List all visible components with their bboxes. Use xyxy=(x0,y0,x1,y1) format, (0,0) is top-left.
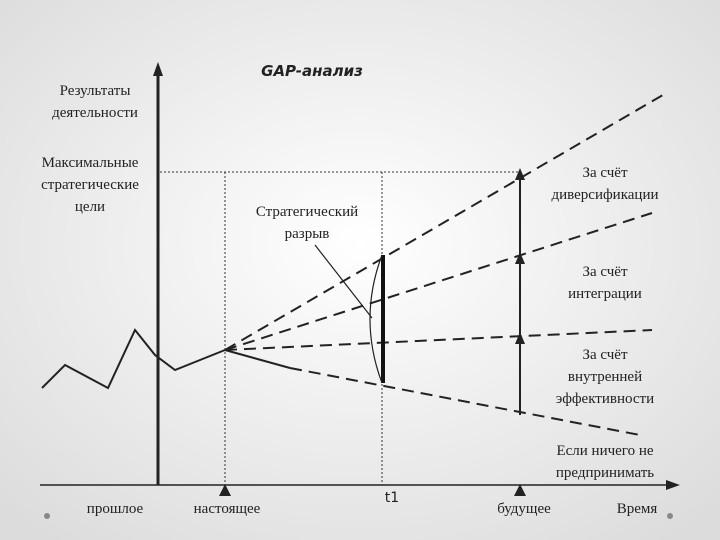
scenario-label: За счёт xyxy=(582,347,627,363)
title: GAP-анализ xyxy=(261,62,363,80)
past-trend xyxy=(41,328,226,390)
x-label: прошлое xyxy=(87,501,144,517)
x-label: настоящее xyxy=(194,501,261,517)
scenario-label: диверсификации xyxy=(551,187,658,203)
arrowhead xyxy=(515,168,525,180)
scenario-label: внутренней xyxy=(568,369,642,385)
scenario-label: интеграции xyxy=(568,286,642,302)
nothing-line xyxy=(289,367,641,436)
scenario-label: эффективности xyxy=(556,391,654,407)
gap-label: Стратегический xyxy=(256,204,358,220)
gap-brace xyxy=(369,254,383,384)
axes xyxy=(40,70,672,486)
x-axis-title: Время xyxy=(617,501,658,517)
gap-label: разрыв xyxy=(285,226,330,242)
x-label: будущее xyxy=(497,501,551,517)
y-arrow xyxy=(153,62,163,76)
scenario-label: За счёт xyxy=(582,264,627,280)
dot xyxy=(44,513,50,519)
arrowhead xyxy=(515,252,525,264)
nothing-line-solid xyxy=(224,349,291,369)
efficiency-line xyxy=(224,329,653,351)
scenario-label: За счёт xyxy=(582,165,627,181)
present-marker xyxy=(219,484,231,496)
y-axis-label: деятельности xyxy=(52,105,138,121)
goal-label: Максимальные xyxy=(42,155,139,171)
x-label: t1 xyxy=(385,490,399,506)
y-axis-label: Результаты xyxy=(60,83,131,99)
future-marker xyxy=(514,484,526,496)
diversification-line xyxy=(224,91,669,351)
gap-pointer xyxy=(314,244,373,319)
goal-label: стратегические xyxy=(41,177,139,193)
scenario-label: предпринимать xyxy=(556,465,654,481)
x-arrow xyxy=(666,480,680,490)
scenario-lines xyxy=(224,91,669,436)
goal-label: цели xyxy=(75,199,105,215)
dot xyxy=(667,513,673,519)
scenario-label: Если ничего не xyxy=(556,443,653,459)
arrowhead xyxy=(515,332,525,344)
